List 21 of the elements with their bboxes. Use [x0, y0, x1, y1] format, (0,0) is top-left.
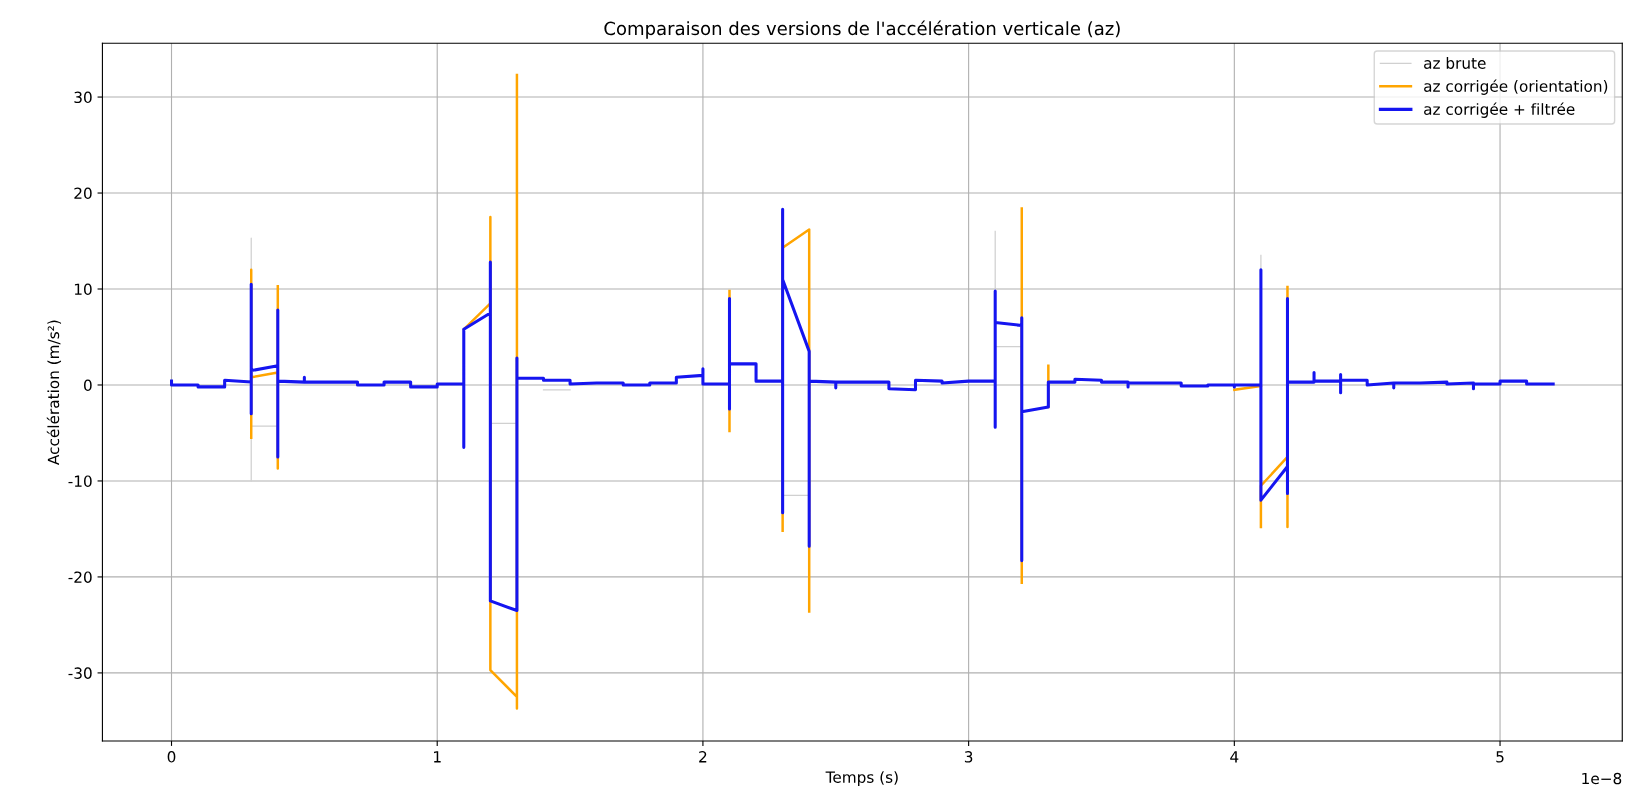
x-axis-title: Temps (s): [825, 771, 898, 786]
text: 1e−8: [1582, 772, 1622, 785]
y-tick-label: -20: [68, 571, 92, 583]
x-tick-label: 3: [964, 751, 973, 763]
y-tick-label: -30: [68, 667, 92, 679]
y-tick-label: 20: [74, 187, 92, 200]
y-tick-label: -10: [68, 475, 92, 487]
y-tick-label: 30: [74, 91, 92, 104]
x-tick-label: 2: [699, 751, 707, 763]
legend-label: az corrigée (orientation): [1424, 79, 1608, 95]
x-tick-label: 5: [1496, 751, 1504, 763]
chart-title: Comparaison des versions de l'accélération verticale (az): [604, 20, 1120, 39]
line-series: [169, 207, 1555, 613]
legend-label: az brute: [1424, 57, 1486, 69]
y-tick-label: 0: [83, 379, 92, 391]
x-tick-label: 4: [1230, 751, 1239, 763]
legend-label: az corrigée + filtrée: [1424, 102, 1575, 118]
x-tick-label: 0: [167, 751, 176, 763]
x-tick-label: 1: [434, 751, 441, 763]
y-tick-label: 10: [74, 283, 92, 296]
y-axis-title: Accélération (m/s²): [46, 320, 62, 465]
